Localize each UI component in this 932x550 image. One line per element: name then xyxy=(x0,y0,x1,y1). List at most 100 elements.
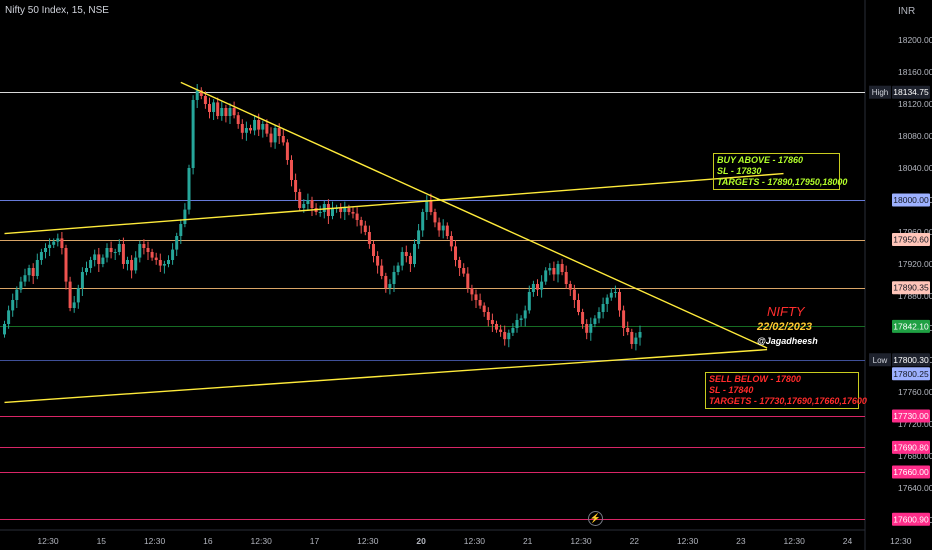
candle xyxy=(408,256,412,264)
candle xyxy=(531,284,535,292)
y-tick-label: 17880.00 xyxy=(898,291,932,301)
trendline-1 xyxy=(180,81,768,349)
level-tag-6 xyxy=(892,367,930,381)
candle xyxy=(244,128,248,133)
candle xyxy=(203,96,207,104)
x-tick-label: 23 xyxy=(736,536,746,546)
candle xyxy=(581,312,585,324)
candle xyxy=(507,332,511,340)
candle xyxy=(425,200,429,212)
candle xyxy=(101,257,105,264)
level-tag-label-10: 17600.90 xyxy=(893,514,929,524)
candle xyxy=(597,312,601,319)
level-side-label-0: High xyxy=(872,88,888,97)
candle xyxy=(359,220,363,226)
candle xyxy=(224,108,228,116)
author-label: @Jagadheesh xyxy=(757,336,818,346)
candle xyxy=(421,212,425,231)
buy-above-text: BUY ABOVE - 17860 xyxy=(717,155,804,165)
candle xyxy=(634,337,638,344)
level-tag-label-7: 17730.00 xyxy=(893,411,929,421)
candle xyxy=(249,128,252,131)
candle xyxy=(113,252,117,253)
x-tick-label: 12:30 xyxy=(784,536,806,546)
candle xyxy=(269,133,273,143)
candle xyxy=(130,260,134,271)
candle xyxy=(56,238,60,242)
candle xyxy=(548,268,552,271)
candle xyxy=(331,208,334,216)
x-tick-label: 24 xyxy=(843,536,853,546)
symbol-title[interactable]: Nifty 50 Index, 15, NSE xyxy=(5,5,109,16)
candle xyxy=(3,324,6,335)
candle xyxy=(27,268,31,276)
candle xyxy=(68,281,72,308)
y-tick-label: 18080.00 xyxy=(898,131,932,141)
candle xyxy=(162,264,166,266)
candle xyxy=(318,212,322,213)
candle xyxy=(109,248,113,252)
trendline-2 xyxy=(4,348,768,404)
candle xyxy=(577,300,580,312)
candle xyxy=(564,272,568,284)
candle xyxy=(105,248,109,258)
candle xyxy=(240,124,244,133)
y-tick-label: 17640.00 xyxy=(898,483,932,493)
x-tick-label: 12:30 xyxy=(890,536,912,546)
candle xyxy=(179,224,183,236)
candle xyxy=(622,310,626,328)
candle xyxy=(126,260,129,264)
candle xyxy=(89,260,93,268)
x-tick-label: 20 xyxy=(416,536,426,546)
candle xyxy=(285,142,289,160)
candle xyxy=(363,225,367,232)
level-tag-0 xyxy=(892,85,930,99)
candle xyxy=(7,310,11,324)
candle xyxy=(31,268,35,276)
y-tick-label: 18040.00 xyxy=(898,163,932,173)
level-tag-2 xyxy=(892,233,930,247)
candle xyxy=(367,232,371,244)
candle xyxy=(306,200,310,204)
candle xyxy=(232,108,236,116)
level-tag-label-8: 17690.80 xyxy=(893,442,929,452)
buy-sl-text: SL - 17830 xyxy=(717,166,762,176)
candle xyxy=(437,222,441,231)
candle xyxy=(257,120,261,130)
candle xyxy=(630,332,634,344)
x-tick-label: 17 xyxy=(310,536,320,546)
candle xyxy=(552,268,556,275)
candle xyxy=(171,249,175,260)
candle xyxy=(326,204,330,216)
candle xyxy=(392,272,396,284)
candle xyxy=(158,260,162,266)
level-side-tag-5 xyxy=(869,353,891,367)
candle xyxy=(470,288,474,295)
candle xyxy=(433,212,437,223)
candle xyxy=(11,300,15,311)
candle xyxy=(523,310,527,319)
candle xyxy=(290,160,293,180)
candle xyxy=(52,241,56,245)
x-tick-label: 12:30 xyxy=(570,536,592,546)
y-tick-label: 18120.00 xyxy=(898,99,932,109)
candle xyxy=(626,328,630,332)
lightning-icon[interactable]: ⚡ xyxy=(588,511,603,526)
candle xyxy=(220,108,224,116)
candle xyxy=(609,292,613,298)
candle xyxy=(195,90,199,100)
candle xyxy=(400,252,404,266)
candle xyxy=(351,212,355,214)
candle xyxy=(618,292,621,311)
level-tag-5 xyxy=(892,353,930,367)
candle xyxy=(39,252,43,260)
candle xyxy=(298,192,302,208)
level-tag-9 xyxy=(892,465,930,479)
candle xyxy=(482,305,486,312)
y-tick-label: 17760.00 xyxy=(898,387,932,397)
candle xyxy=(44,248,47,252)
level-tag-label-2: 17950.60 xyxy=(893,235,929,245)
candle xyxy=(540,281,544,290)
x-tick-label: 22 xyxy=(630,536,640,546)
